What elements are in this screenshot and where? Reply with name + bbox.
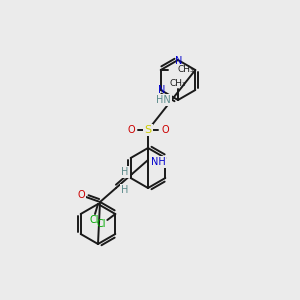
Text: NH: NH	[151, 157, 165, 167]
Text: CH₃: CH₃	[178, 65, 194, 74]
Text: O: O	[77, 190, 85, 200]
Text: N: N	[158, 85, 165, 95]
Text: O: O	[161, 125, 169, 135]
Text: O: O	[127, 125, 135, 135]
Text: HN: HN	[156, 95, 171, 105]
Text: Cl: Cl	[89, 215, 99, 225]
Text: S: S	[144, 125, 152, 135]
Text: Cl: Cl	[97, 219, 106, 229]
Text: CH₃: CH₃	[170, 79, 186, 88]
Text: H: H	[121, 167, 129, 177]
Text: N: N	[175, 56, 183, 66]
Text: H: H	[121, 185, 129, 195]
